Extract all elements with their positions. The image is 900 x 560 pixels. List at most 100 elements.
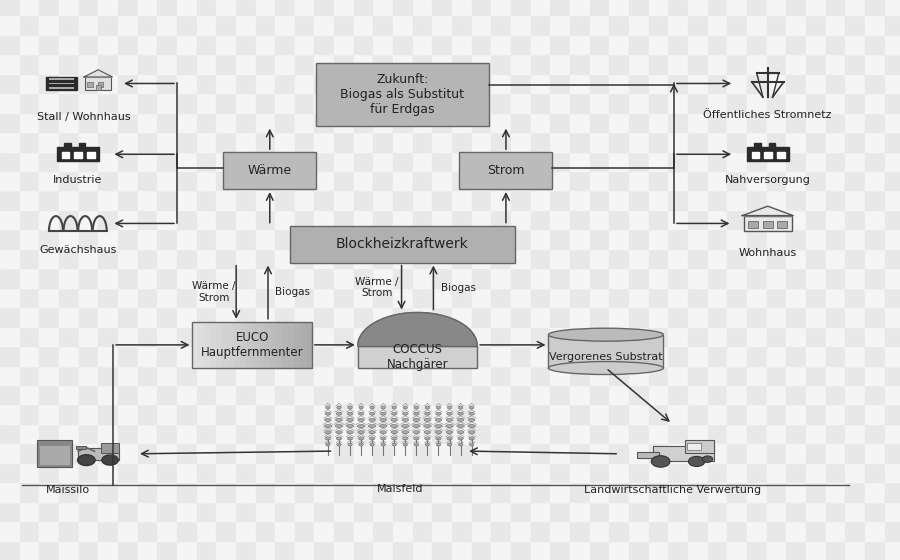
- Bar: [314, 540, 334, 560]
- Bar: [472, 93, 491, 113]
- Bar: [193, 322, 311, 368]
- Bar: [825, 404, 845, 424]
- Bar: [177, 288, 196, 307]
- Bar: [845, 326, 865, 346]
- Bar: [472, 444, 491, 463]
- Bar: [177, 113, 196, 132]
- Ellipse shape: [458, 412, 464, 415]
- Bar: [452, 54, 472, 74]
- Ellipse shape: [370, 412, 375, 415]
- Bar: [393, 113, 413, 132]
- Bar: [609, 326, 629, 346]
- Bar: [590, 482, 609, 502]
- Bar: [177, 385, 196, 404]
- Bar: [158, 444, 177, 463]
- Ellipse shape: [424, 418, 431, 421]
- Bar: [413, 366, 432, 385]
- Text: Maissilo: Maissilo: [46, 486, 90, 496]
- Bar: [40, 152, 59, 171]
- Bar: [767, 326, 787, 346]
- Bar: [0, 268, 20, 288]
- Bar: [177, 424, 196, 444]
- Bar: [138, 35, 157, 54]
- Bar: [40, 446, 69, 465]
- Bar: [885, 540, 900, 560]
- Bar: [649, 482, 669, 502]
- Ellipse shape: [446, 437, 452, 440]
- Bar: [885, 210, 900, 230]
- Bar: [767, 346, 787, 366]
- Bar: [649, 502, 669, 521]
- Bar: [491, 249, 511, 268]
- Bar: [354, 307, 373, 326]
- Bar: [59, 93, 78, 113]
- Bar: [98, 404, 118, 424]
- Bar: [727, 249, 747, 268]
- Bar: [158, 404, 177, 424]
- Bar: [806, 113, 825, 132]
- Bar: [98, 82, 104, 87]
- Bar: [314, 54, 334, 74]
- Bar: [118, 346, 138, 366]
- Bar: [432, 210, 452, 230]
- Ellipse shape: [346, 431, 354, 433]
- Bar: [727, 326, 747, 346]
- Bar: [472, 521, 491, 540]
- Bar: [845, 366, 865, 385]
- Bar: [78, 346, 98, 366]
- Bar: [334, 424, 354, 444]
- Bar: [865, 74, 885, 93]
- Bar: [491, 444, 511, 463]
- Bar: [825, 16, 845, 35]
- Bar: [845, 268, 865, 288]
- Bar: [452, 152, 472, 171]
- Bar: [629, 74, 649, 93]
- Bar: [20, 482, 40, 502]
- Bar: [216, 210, 236, 230]
- Bar: [787, 346, 806, 366]
- Bar: [865, 0, 885, 16]
- Bar: [747, 444, 767, 463]
- Bar: [649, 463, 669, 482]
- Ellipse shape: [470, 443, 473, 446]
- Bar: [747, 132, 767, 152]
- Bar: [825, 521, 845, 540]
- Bar: [393, 93, 413, 113]
- Bar: [511, 0, 531, 16]
- Bar: [78, 540, 98, 560]
- Bar: [138, 93, 157, 113]
- Bar: [59, 210, 78, 230]
- Bar: [885, 152, 900, 171]
- Bar: [767, 249, 787, 268]
- Bar: [177, 190, 196, 210]
- Bar: [374, 35, 393, 54]
- Bar: [300, 322, 306, 368]
- Bar: [629, 152, 649, 171]
- Bar: [314, 171, 334, 190]
- Bar: [413, 249, 432, 268]
- Bar: [118, 521, 138, 540]
- Bar: [570, 444, 590, 463]
- Bar: [275, 540, 295, 560]
- Ellipse shape: [402, 418, 409, 421]
- Bar: [767, 54, 787, 74]
- Bar: [20, 249, 40, 268]
- Bar: [295, 171, 314, 190]
- Bar: [590, 288, 609, 307]
- Bar: [196, 113, 216, 132]
- Bar: [511, 268, 531, 288]
- Bar: [158, 132, 177, 152]
- Bar: [551, 171, 570, 190]
- Bar: [275, 346, 295, 366]
- Bar: [669, 288, 688, 307]
- Bar: [374, 385, 393, 404]
- Bar: [727, 366, 747, 385]
- Bar: [98, 16, 118, 35]
- Bar: [374, 482, 393, 502]
- Ellipse shape: [436, 418, 442, 421]
- Bar: [649, 404, 669, 424]
- Bar: [570, 74, 590, 93]
- Bar: [845, 74, 865, 93]
- Bar: [98, 444, 118, 463]
- Ellipse shape: [325, 431, 331, 433]
